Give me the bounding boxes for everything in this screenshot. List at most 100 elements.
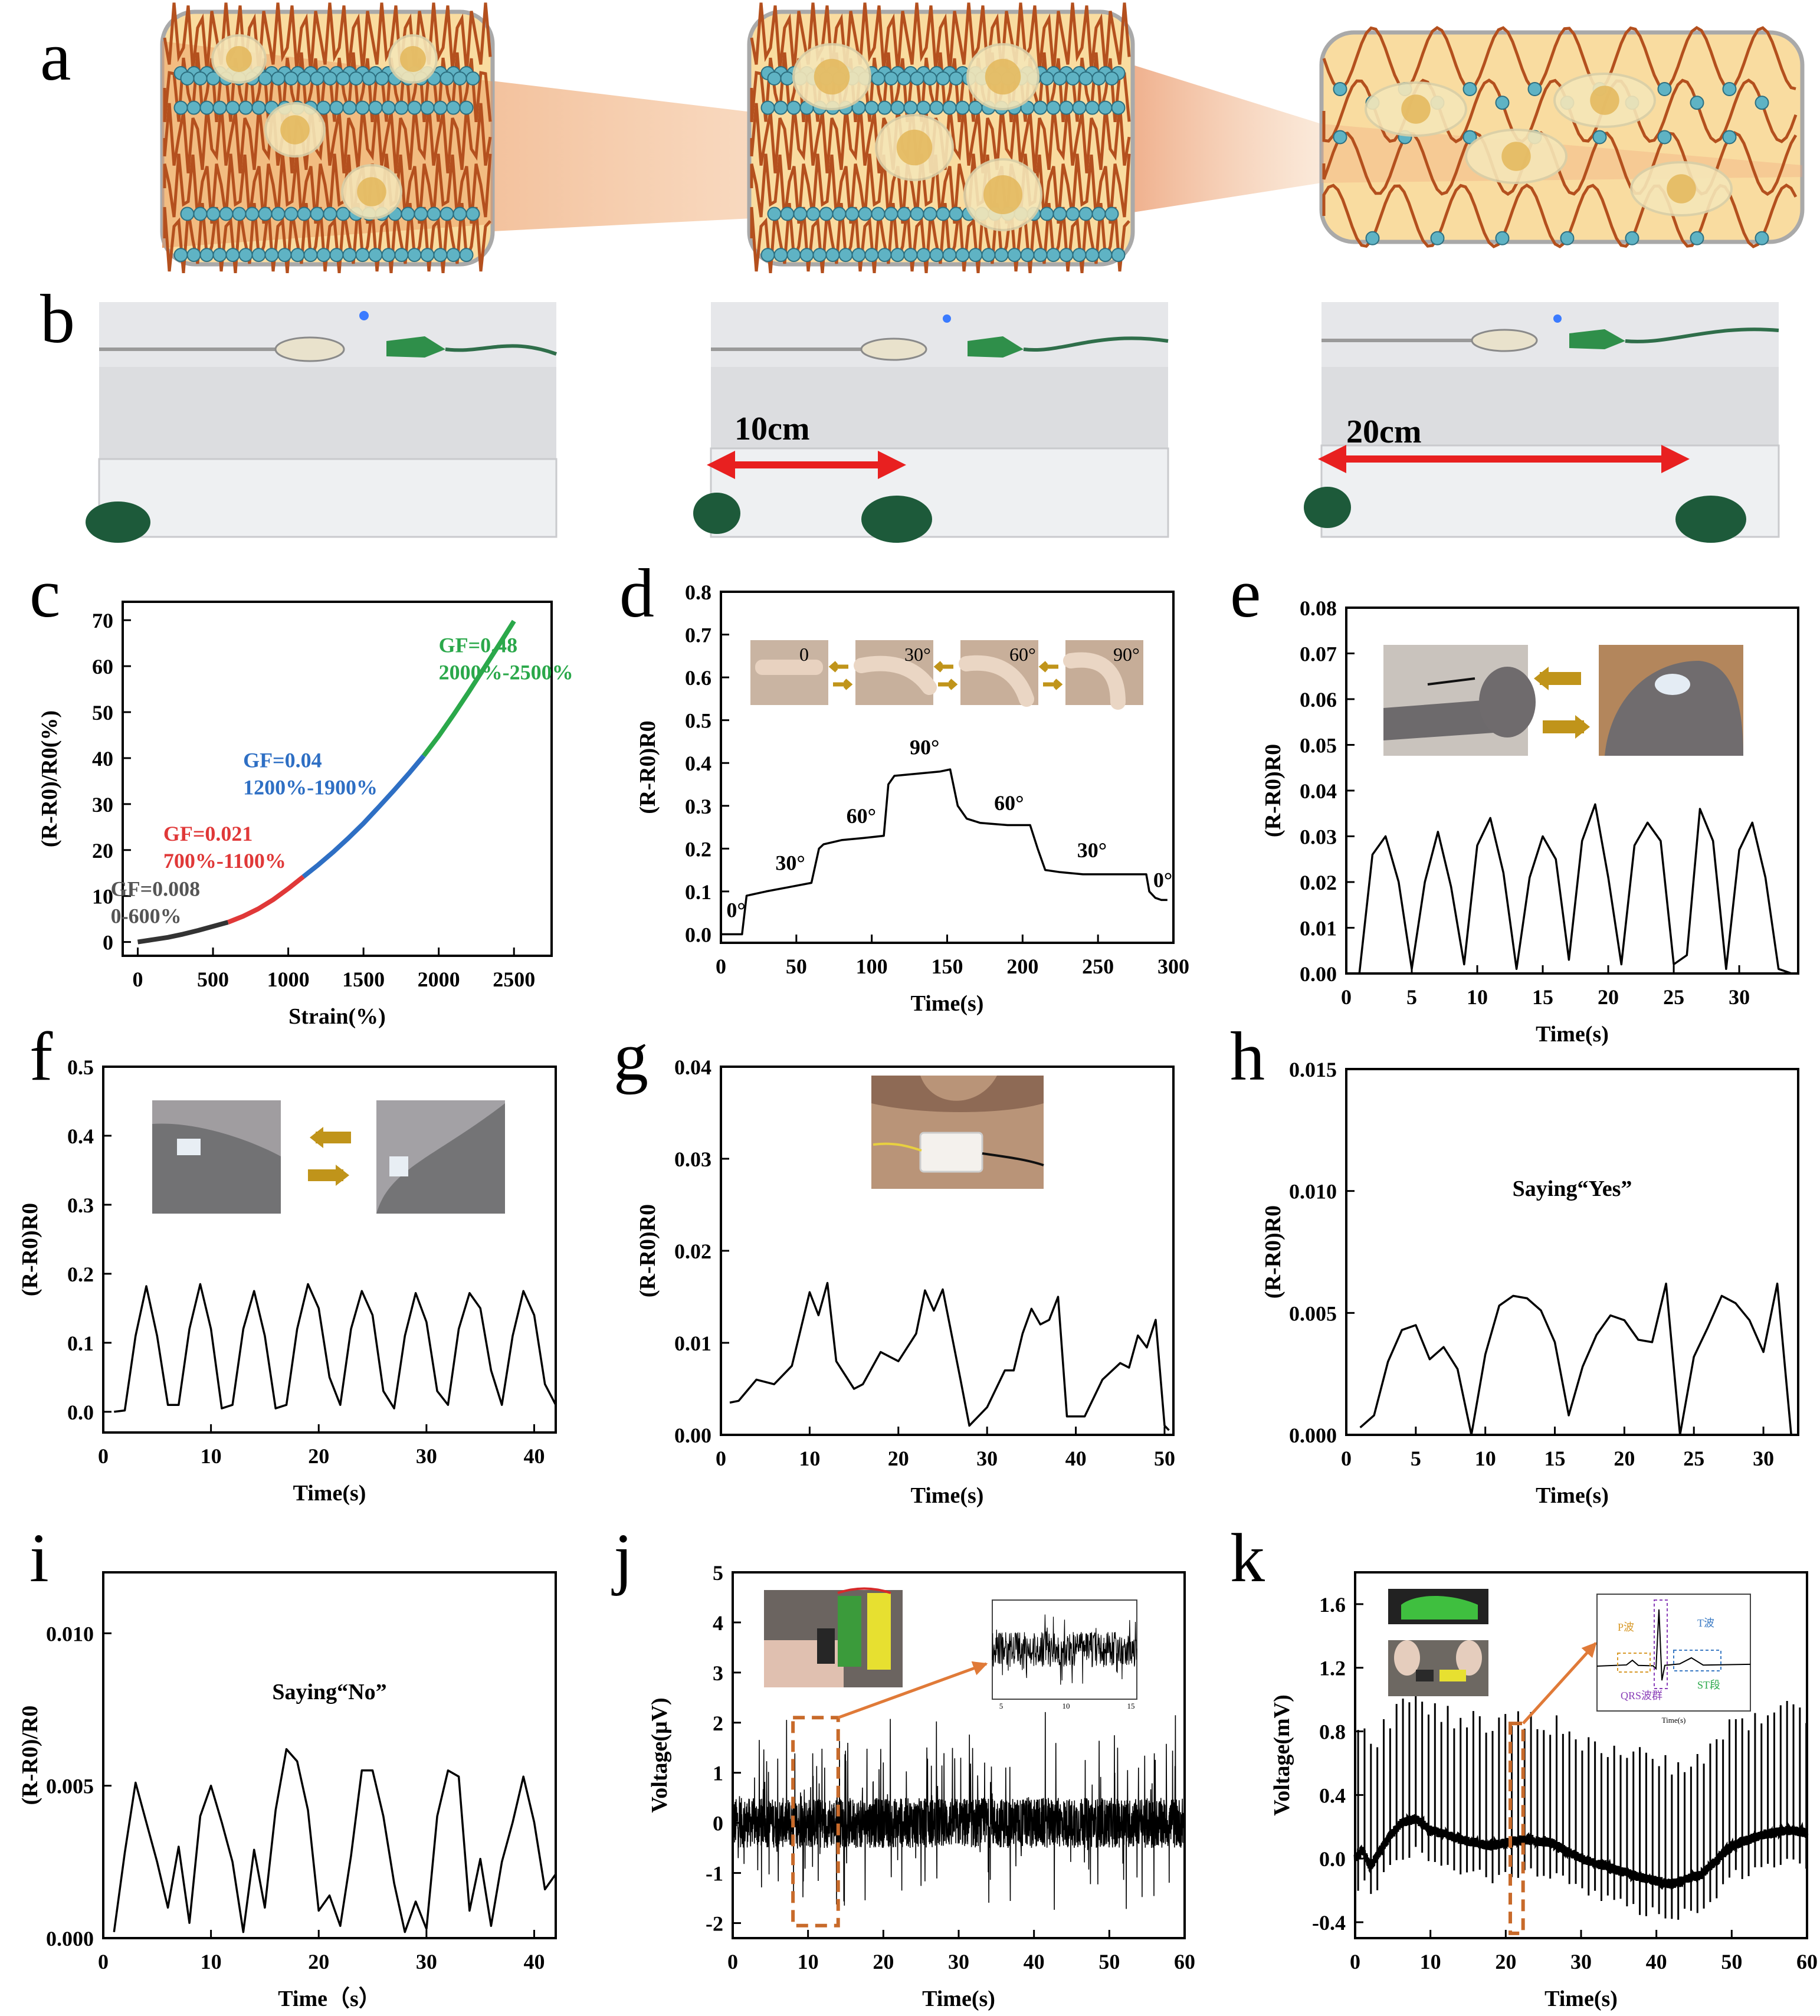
crosslink-node (225, 100, 240, 115)
crosslink-node (238, 100, 253, 115)
crosslink-node (936, 71, 950, 86)
y-tick-label: 0.6 (685, 666, 711, 690)
crosslink-node (1495, 96, 1510, 110)
crosslink-node (1333, 130, 1347, 145)
crosslink-node (232, 206, 247, 221)
polymer-chain (750, 153, 1131, 224)
crosslink-node (245, 206, 260, 221)
chart-title: Saying“Yes” (1513, 1176, 1632, 1201)
y-tick-label: 0.7 (685, 624, 711, 647)
panel-letter-a: a (40, 18, 71, 95)
inset-d-angle-60: 60° (1009, 644, 1036, 665)
y-tick-label: 0.4 (67, 1125, 94, 1148)
liquid-metal-droplet (1667, 174, 1696, 204)
crosslink-node (1007, 248, 1022, 263)
inset-k-p-wave-label: P波 (1618, 1621, 1634, 1633)
liquid-metal-droplet (400, 46, 426, 72)
x-tick-label: 10 (201, 1950, 222, 1974)
x-tick-label: 10 (1475, 1447, 1496, 1470)
crosslink-node (994, 248, 1009, 263)
inset-k-t-wave-label: T波 (1697, 1617, 1714, 1629)
y-tick-label: 0.010 (1289, 1180, 1337, 1204)
x-tick-label: 40 (523, 1444, 545, 1468)
crosslink-node (1059, 248, 1074, 263)
x-tick-label: 60 (1796, 1950, 1818, 1974)
crosslink-node (812, 248, 827, 263)
t-wave-box (1673, 1650, 1721, 1671)
panel-letter-d: d (619, 555, 654, 632)
y-tick-label: 2 (713, 1712, 723, 1735)
crosslink-node (773, 248, 788, 263)
crosslink-node (838, 248, 853, 263)
crosslink-node (1625, 231, 1639, 245)
inset-d-angle-0: 0 (799, 644, 809, 665)
panel-letter-j: j (611, 1519, 633, 1597)
crosslink-node (180, 206, 195, 221)
liquid-metal-droplet (1590, 86, 1619, 115)
series-line-0 (721, 768, 1168, 936)
crosslink-node (968, 100, 983, 115)
annotation-label: 30° (775, 851, 805, 875)
y-tick-label: 0.015 (1289, 1058, 1337, 1081)
crosslink-node (890, 248, 905, 263)
inset-k-qrs-label: QRS波群 (1621, 1690, 1662, 1702)
crosslink-node (420, 100, 435, 115)
chart-h-yes: 0 5 10 15 20 25 30 0.000 0.005 0.010 0.015 Time(s) (… (1261, 1058, 1799, 1508)
y-tick-label: 0.4 (685, 752, 711, 775)
y-tick-label: 0.3 (67, 1194, 94, 1217)
crosslink-node (420, 248, 435, 263)
crosslink-node (310, 71, 324, 86)
crosslink-node (780, 71, 795, 86)
crosslink-node (219, 206, 234, 221)
crosslink-node (297, 71, 311, 86)
crosslink-node (375, 71, 389, 86)
x-tick-label: 5 (1411, 1447, 1421, 1470)
crosslink-node (1430, 231, 1445, 245)
annotation-label: 0° (726, 898, 745, 922)
y-tick-label: 0.01 (674, 1332, 711, 1355)
plot-frame (1345, 1068, 1799, 1436)
x-tick-label: 10 (1420, 1950, 1441, 1974)
crosslink-node (394, 100, 409, 115)
y-tick-label: 1.6 (1319, 1593, 1346, 1617)
x-tick-label: 20 (1614, 1447, 1635, 1470)
inset-d-angle-30: 30° (904, 644, 931, 665)
crosslink-node (394, 248, 409, 263)
crosslink-node (929, 248, 944, 263)
liquid-metal-droplet (1401, 94, 1431, 124)
crosslink-node (955, 248, 970, 263)
plot-frame (102, 1066, 557, 1434)
y-tick-label: 0.0 (685, 923, 711, 946)
crosslink-node (414, 206, 428, 221)
crosslink-node (381, 248, 396, 263)
crosslink-node (336, 206, 350, 221)
y-tick-label: -2 (706, 1912, 723, 1936)
crosslink-node (427, 206, 441, 221)
crosslink-node (297, 206, 311, 221)
photo-led-stretched-10cm: 10cm (693, 302, 1169, 543)
crosslink-node (1065, 206, 1080, 221)
y-axis-label: (R-R0)/R0 (18, 1706, 42, 1805)
x-axis-label: Time（s） (278, 1987, 381, 2011)
crosslink-node (1065, 71, 1080, 86)
chart-j-emg: 0 10 20 30 40 50 60 -2 -1 0 1 2 3 4 5 Time(s) Voltage(μV… (647, 1561, 1195, 2011)
y-tick-label: 0.2 (685, 837, 711, 861)
chart-c-strain: 0 500 1000 1500 2000 2500 0 10 20 30 40 50 60 70 Strai… (37, 601, 573, 1029)
y-tick-label: -1 (706, 1862, 723, 1886)
liquid-metal-droplet (896, 129, 933, 166)
x-tick-label: 30 (1729, 985, 1750, 1009)
crosslink-node (767, 71, 782, 86)
crosslink-node (433, 248, 448, 263)
liquid-metal-droplet (985, 58, 1021, 95)
crosslink-node (459, 100, 474, 115)
plot-frame (122, 601, 553, 957)
crosslink-node (897, 71, 911, 86)
crosslink-node (1657, 130, 1672, 145)
zoom-region-box (791, 1716, 840, 1928)
x-tick-label: 20 (308, 1444, 329, 1468)
series-line-1 (227, 874, 305, 925)
crosslink-node (806, 206, 821, 221)
crosslink-node (329, 100, 344, 115)
crosslink-node (936, 206, 950, 221)
x-tick-label: 50 (786, 955, 807, 978)
